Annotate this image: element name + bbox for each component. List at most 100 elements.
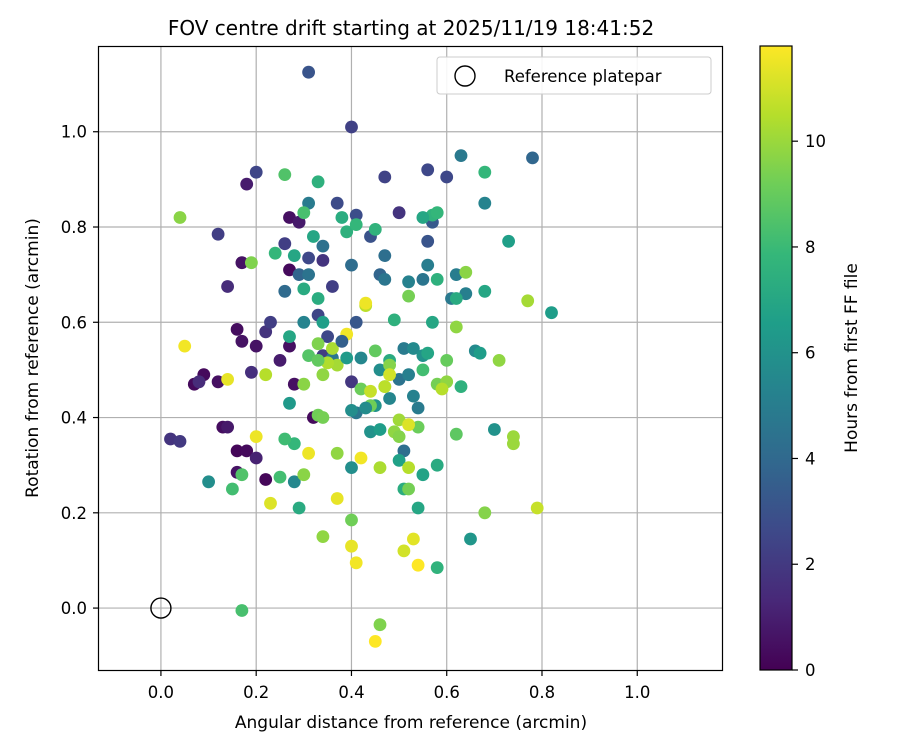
colorbar-tick-label: 0	[805, 661, 816, 680]
data-point	[421, 163, 435, 177]
colorbar-tick-label: 2	[805, 555, 816, 574]
data-point	[345, 120, 358, 134]
data-point	[349, 556, 363, 570]
data-point	[383, 358, 396, 372]
y-tick-label: 0.2	[61, 504, 87, 523]
data-point	[278, 237, 292, 251]
data-point	[311, 337, 325, 351]
data-point	[459, 265, 473, 279]
data-point	[502, 234, 515, 248]
x-axis-ticks: 0.0 0.2 0.4 0.6 0.8 1.0	[148, 670, 650, 702]
data-point	[345, 461, 358, 474]
data-point	[259, 368, 273, 382]
data-point	[287, 249, 301, 262]
data-point	[430, 206, 444, 220]
data-point	[411, 401, 425, 415]
data-point	[297, 315, 311, 329]
data-point	[292, 268, 306, 281]
data-point	[221, 280, 235, 293]
data-point	[430, 273, 444, 286]
data-point	[354, 351, 368, 365]
data-point	[245, 256, 258, 270]
data-point	[278, 432, 292, 446]
legend-reference-marker	[454, 65, 476, 87]
reference-platepar-marker	[150, 597, 172, 619]
data-point	[373, 618, 387, 632]
y-tick-label: 1.0	[61, 123, 87, 142]
data-point	[316, 239, 330, 253]
data-point	[316, 411, 330, 424]
data-point	[249, 451, 263, 465]
data-point	[440, 354, 454, 367]
data-point	[230, 444, 244, 458]
data-point	[416, 273, 430, 286]
data-point	[287, 377, 301, 391]
data-point	[359, 296, 373, 310]
data-point	[392, 206, 406, 220]
data-point	[345, 404, 358, 417]
data-point	[268, 246, 282, 260]
colorbar-tick-label: 6	[805, 344, 816, 363]
x-axis-label: Angular distance from reference (arcmin)	[235, 713, 587, 733]
data-point	[240, 444, 254, 458]
data-point	[283, 396, 296, 410]
data-point	[507, 430, 520, 443]
data-point	[392, 373, 406, 386]
data-point	[292, 501, 306, 515]
colorbar-label: Hours from first FF file	[842, 263, 862, 453]
data-point	[345, 258, 358, 272]
legend-box	[436, 56, 712, 95]
data-point	[316, 254, 330, 267]
x-tick-label: 0.2	[243, 683, 269, 702]
data-point	[330, 446, 344, 460]
data-point	[259, 325, 273, 339]
data-point	[473, 346, 487, 360]
data-point	[297, 377, 311, 391]
data-point	[392, 413, 406, 427]
data-point	[530, 501, 544, 515]
data-points	[164, 65, 558, 648]
colorbar-gradient	[759, 45, 793, 671]
data-point	[368, 635, 382, 648]
data-point	[345, 375, 358, 389]
data-point	[368, 344, 382, 358]
colorbar-tick-label: 8	[805, 238, 816, 257]
data-point	[421, 346, 435, 360]
reference-layer	[150, 597, 172, 619]
data-point	[302, 196, 315, 210]
data-point	[311, 354, 325, 367]
x-tick-label: 0.0	[148, 683, 174, 702]
data-point	[402, 418, 415, 432]
data-point	[240, 177, 254, 191]
data-point	[416, 363, 430, 377]
data-point	[235, 604, 249, 617]
data-point	[221, 420, 235, 434]
legend: Reference platepar	[436, 56, 712, 95]
data-point	[440, 170, 454, 184]
data-point	[345, 513, 358, 527]
data-point	[449, 427, 463, 441]
data-point	[364, 384, 377, 398]
data-point	[383, 392, 396, 405]
data-point	[359, 401, 373, 415]
data-point	[397, 342, 411, 355]
data-point	[402, 482, 415, 496]
data-point	[173, 435, 187, 448]
y-tick-label: 0.4	[61, 409, 87, 428]
data-point	[340, 225, 354, 239]
data-point	[373, 461, 387, 474]
data-point	[297, 206, 311, 220]
data-point	[349, 315, 363, 329]
data-point	[302, 349, 315, 362]
x-tick-label: 0.6	[434, 683, 460, 702]
data-point	[383, 368, 396, 382]
data-point	[449, 320, 463, 334]
data-point	[202, 475, 216, 489]
data-point	[459, 287, 473, 301]
legend-reference-label: Reference platepar	[504, 67, 662, 86]
data-point	[373, 363, 387, 377]
data-point	[292, 215, 306, 229]
data-point	[488, 423, 501, 436]
data-point	[221, 373, 235, 386]
